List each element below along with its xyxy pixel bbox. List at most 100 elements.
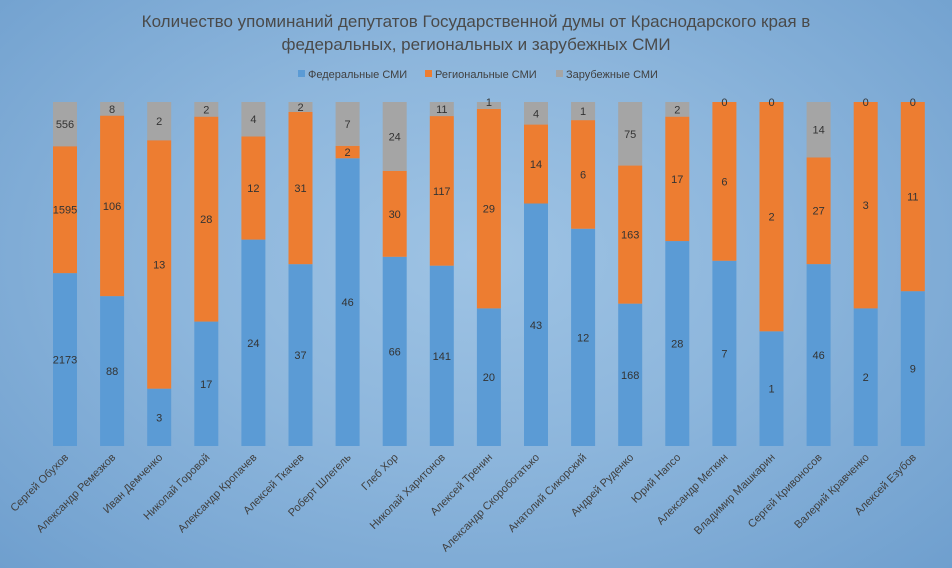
data-label: 2 (203, 104, 209, 116)
bar-segment (53, 102, 77, 147)
bar-stack-19: 9 11 0 (900, 97, 925, 446)
data-label: 6 (721, 176, 727, 188)
data-label: 88 (106, 366, 118, 378)
data-label: 2 (156, 116, 162, 128)
data-label: 46 (341, 297, 353, 309)
bar-segment (618, 102, 643, 166)
data-label: 8 (109, 104, 115, 116)
data-label: 2 (297, 102, 303, 114)
data-label: 4 (250, 114, 256, 126)
bar-segment (147, 388, 172, 446)
data-label: 12 (577, 332, 589, 344)
bar-segment (335, 145, 360, 159)
legend-label: Региональные СМИ (435, 69, 537, 81)
data-label: 6 (580, 169, 586, 181)
bar-segment (241, 136, 266, 240)
x-tick-label: Владимир Машкарин (692, 452, 778, 538)
bar-segment (335, 158, 360, 447)
bar-segment (806, 102, 831, 158)
bar-segment (476, 308, 501, 446)
legend-label: Зарубежные СМИ (566, 69, 658, 81)
data-label: 9 (910, 364, 916, 376)
bar-segment (288, 264, 313, 446)
legend-item-1: Федеральные СМИ (298, 69, 407, 81)
chart-title-line-2: федеральных, региональных и зарубежных С… (281, 35, 670, 54)
bar-segment (241, 102, 266, 137)
bar-segment (524, 102, 548, 125)
data-label: 1 (486, 97, 492, 109)
bar-segment (712, 260, 737, 446)
data-label: 20 (483, 372, 495, 384)
legend-item-3: Зарубежные СМИ (556, 69, 658, 81)
bar-segment (288, 111, 313, 265)
bar-segment (618, 165, 643, 304)
data-label: 31 (294, 183, 306, 195)
bar-stack-8: 66 30 24 (382, 102, 407, 446)
bar-segment (853, 102, 878, 309)
x-tick-label: Александр Кропачев (176, 452, 260, 536)
bar-segment (429, 102, 454, 117)
bar-segment (571, 120, 596, 229)
data-label: 28 (671, 339, 683, 351)
data-label: 37 (294, 350, 306, 362)
bar-stack-1: 2173 1595 556 (53, 102, 77, 446)
bar-stack-18: 2 3 0 (853, 97, 878, 446)
data-label: 2 (345, 147, 351, 159)
bar-segment (900, 102, 925, 292)
data-label: 29 (483, 204, 495, 216)
data-label: 24 (247, 338, 259, 350)
data-label: 66 (389, 346, 401, 358)
data-label: 3 (156, 412, 162, 424)
data-label: 0 (721, 97, 727, 109)
bar-stack-12: 12 6 1 (571, 102, 596, 446)
data-label: 11 (436, 104, 447, 116)
bar-stack-4: 17 28 2 (194, 102, 219, 446)
bar-segment (571, 228, 596, 446)
bar-segment (53, 273, 77, 446)
bar-stack-7: 46 2 7 (335, 102, 360, 447)
data-label: 0 (910, 97, 916, 109)
data-label: 43 (530, 320, 542, 332)
bar-segment (382, 170, 407, 257)
data-label: 17 (671, 174, 683, 186)
x-tick-label: Александр Ремезков (34, 452, 118, 536)
bar-segment (100, 102, 125, 116)
bar-segment (194, 102, 219, 117)
bar-segment (665, 116, 690, 242)
data-label: 14 (812, 125, 824, 137)
bar-stack-14: 28 17 2 (665, 102, 690, 446)
bar-segment (241, 239, 266, 446)
bar-stack-17: 46 27 14 (806, 102, 831, 446)
data-label: 2 (674, 104, 680, 116)
legend-swatch (425, 70, 432, 77)
bar-segment (53, 146, 77, 274)
data-label: 30 (389, 209, 401, 221)
data-label: 1 (580, 106, 586, 118)
data-label: 75 (624, 129, 636, 141)
plot-area: 2173159555688106831321728224124373124627… (53, 97, 925, 447)
data-label: 27 (812, 206, 824, 218)
data-label: 2 (768, 212, 774, 224)
bar-stack-2: 88 106 8 (100, 102, 125, 446)
legend-swatch (298, 70, 305, 77)
bar-segment (900, 291, 925, 446)
data-label: 117 (433, 186, 451, 198)
bar-stack-15: 7 6 0 (712, 97, 737, 446)
bar-segment (759, 102, 784, 332)
data-label: 12 (247, 183, 259, 195)
bar-segment (382, 102, 407, 171)
data-label: 14 (530, 159, 542, 171)
data-label: 13 (153, 259, 165, 271)
data-label: 141 (433, 351, 451, 363)
bar-segment (100, 296, 125, 446)
data-label: 28 (200, 214, 212, 226)
data-label: 168 (621, 370, 639, 382)
bar-segment (147, 102, 172, 141)
bar-segment (712, 102, 737, 261)
legend-item-2: Региональные СМИ (425, 69, 537, 81)
bar-segment (429, 265, 454, 446)
bar-segment (194, 321, 219, 446)
bar-stack-16: 1 2 0 (759, 97, 784, 446)
